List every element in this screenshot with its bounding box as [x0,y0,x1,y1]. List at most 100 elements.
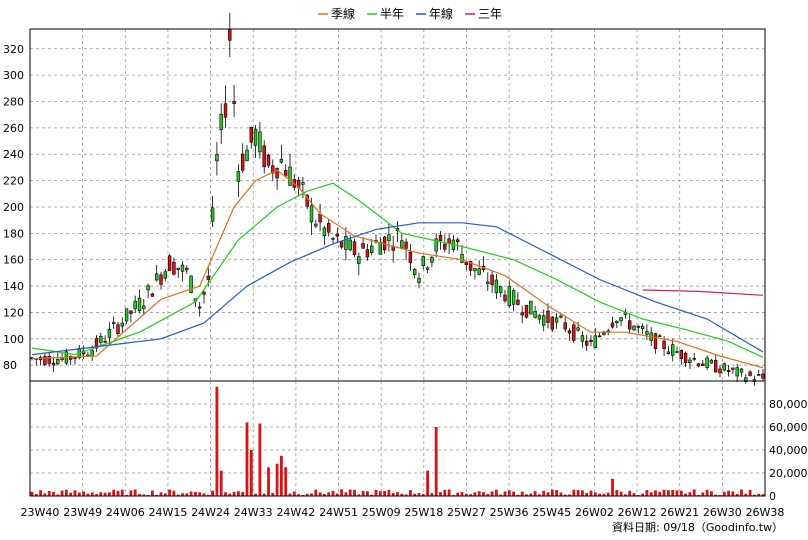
volume-bar [413,493,417,496]
volume-bar [103,492,107,496]
price-tick-label: 100 [3,333,24,346]
volume-bar [151,490,154,496]
volume-bar [516,494,520,496]
volume-bar [284,467,288,496]
volume-bar [705,489,709,496]
volume-bar [155,494,159,496]
volume-bar [331,490,335,496]
candle-body [253,128,258,146]
volume-bar [443,489,447,496]
candle-body [516,299,520,305]
volume-bar [185,493,189,496]
candle-body [610,322,615,328]
candle-body [258,131,262,153]
volume-bar [396,492,399,496]
volume-bar [731,491,735,496]
x-tick-label: 26W38 [746,506,785,519]
volume-bars [30,386,765,496]
candle-body [47,355,51,364]
volume-bar [344,492,348,496]
price-tick-label: 120 [3,306,24,319]
x-tick-label: 25W45 [532,506,571,519]
candle-body [744,377,748,382]
volume-bar [77,492,81,496]
candle-body [443,243,447,250]
chart-legend: 季線 半年 年線 三年 [318,6,502,21]
volume-bar [636,494,640,496]
candle-body [228,28,232,41]
volume-bar [499,494,503,496]
candle-body [408,251,413,264]
volume-bar [47,491,51,496]
price-tick-label: 80 [3,359,17,372]
volume-bar [507,490,511,496]
candle-body [51,362,56,366]
candle-body [159,274,163,285]
candle-body [167,255,172,271]
volume-bar [563,494,567,496]
candle-body [662,340,666,350]
volume-bar [439,492,442,496]
candle-body [658,335,662,338]
candle-body [559,315,563,318]
x-tick-label: 23W40 [21,506,60,519]
volume-bar [340,489,343,496]
volume-bar [73,490,77,496]
volume-bar [503,491,507,496]
volume-bar [490,491,494,496]
volume-panel-frame [29,380,766,497]
candle-body [155,273,159,281]
volume-bar [374,489,378,496]
price-tick-label: 160 [3,254,24,267]
volume-bar [301,494,305,496]
volume-bar [318,492,322,496]
volume-bar [473,492,477,496]
volume-bar [95,494,98,496]
volume-bar [671,489,675,496]
candle-body [757,374,761,376]
volume-bar [409,490,412,496]
candle-body [735,367,739,377]
volume-bar [56,494,60,496]
candle-body [589,339,593,342]
volume-bar [434,427,438,496]
candle-body [262,145,266,168]
volume-bar [555,490,558,496]
candle-body [580,335,585,342]
volume-bar [245,422,249,496]
candle-body [189,275,193,293]
volume-bar [525,494,528,496]
price-tick-label: 220 [3,175,24,188]
candle-body [331,237,335,240]
volume-bar [740,489,743,496]
volume-bar [241,491,245,496]
volume-bar [219,470,223,496]
candle-body [137,297,142,312]
candle-body [554,317,559,323]
x-tick-label: 25W27 [447,506,486,519]
price-tick-label: 260 [3,122,24,135]
volume-bar [378,491,382,496]
candle-body [718,368,722,374]
volume-tick-label: 80,000 [769,398,808,411]
volume-bar [133,489,137,496]
volume-bar [576,490,580,496]
volume-bar [271,492,275,496]
candle-body [619,317,623,322]
candle-body [696,363,701,367]
candle-body [473,268,477,272]
volume-bar [722,491,726,496]
volume-bar [224,492,227,496]
x-tick-label: 24W24 [191,506,230,519]
volume-bar [39,490,42,496]
candle-body [524,304,529,318]
candle-body [490,274,494,285]
volume-bar [572,489,576,496]
candle-body [460,253,464,263]
candle-body [550,316,554,330]
candle-body [266,154,271,166]
volume-bar [267,467,270,496]
volume-bar [232,491,236,496]
candle-body [284,170,288,177]
